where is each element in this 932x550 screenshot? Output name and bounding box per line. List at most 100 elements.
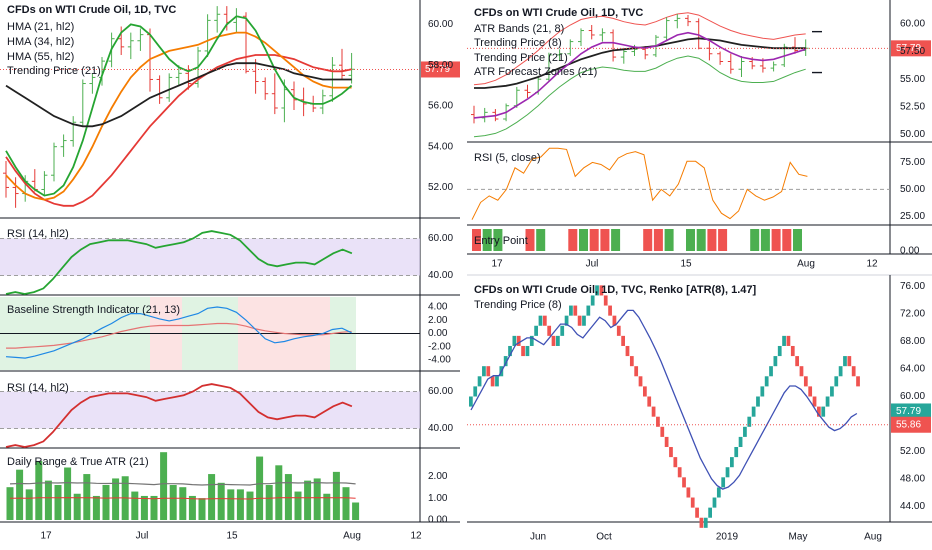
renko-ytick-1: 72.00 — [900, 308, 925, 319]
range-bar-33 — [323, 493, 331, 520]
legend-trending-price-21[interactable]: Trending Price (21) — [7, 65, 101, 77]
hma21-line — [5, 15, 353, 197]
main-ytick-0: 60.00 — [428, 19, 453, 30]
renko-brick-69 — [769, 366, 773, 377]
renko-brick-51 — [690, 497, 695, 508]
range-bar-0 — [6, 487, 14, 520]
renko-brick-77 — [803, 376, 808, 387]
renko-brick-30 — [599, 285, 604, 296]
range-bar-16 — [160, 452, 168, 520]
renko-brick-41 — [647, 396, 652, 407]
renko-brick-88 — [851, 366, 856, 377]
renko-brick-21 — [560, 325, 565, 336]
atr-ytick-4: 50.00 — [900, 129, 925, 140]
main-ytick-2: 56.00 — [428, 101, 453, 112]
renko-brick-83 — [830, 386, 834, 397]
renko-brick-9 — [508, 345, 512, 357]
renko-brick-86 — [843, 356, 847, 367]
atr-ytick-0: 60.00 — [900, 19, 925, 30]
renko-brick-46 — [669, 447, 673, 458]
renko-brick-47 — [673, 457, 678, 468]
renko-brick-37 — [629, 356, 634, 367]
renko-brick-40 — [643, 386, 647, 397]
renko-brick-60 — [730, 457, 734, 468]
atr-ytick-3: 52.50 — [900, 101, 925, 112]
range-bar-17 — [169, 485, 177, 520]
atr-trend8-line — [473, 31, 806, 119]
entry-bar-21 — [696, 229, 706, 251]
rsi2-ytick-0: 60.00 — [428, 386, 453, 397]
renko-brick-17 — [542, 315, 547, 326]
range-bar-6 — [64, 467, 72, 520]
main-chart-title: CFDs on WTI Crude Oil, 1D, TVC — [7, 4, 177, 16]
renko-brick-33 — [612, 315, 617, 326]
renko-brick-15 — [534, 325, 538, 336]
rsi1-band-fill — [0, 238, 420, 276]
atr-ytick-1: 57.50 — [900, 46, 925, 57]
rsi3-ytick-1: 50.00 — [900, 184, 925, 195]
legend-trending-price-8[interactable]: Trending Price (8) — [474, 37, 562, 49]
baseline-ytick-0: 4.00 — [428, 302, 448, 313]
renko-brick-8 — [503, 356, 508, 367]
entry-bar-11 — [589, 229, 599, 251]
renko-brick-28 — [590, 295, 595, 306]
entry-bar-13 — [611, 229, 621, 251]
renko-xtick-0: Jun — [530, 532, 546, 543]
atr-ytick-2: 55.00 — [900, 74, 925, 85]
renko-xtick-4: Aug — [864, 532, 882, 543]
range-bar-3 — [35, 460, 43, 520]
left-xtick-2: 15 — [226, 531, 238, 542]
range-bar-26 — [256, 456, 264, 520]
entry-bar-9 — [568, 229, 578, 251]
range-bar-24 — [236, 489, 244, 520]
renko-brick-3 — [482, 366, 486, 377]
legend-atr-forecast-zones[interactable]: ATR Forecast Zones (21) — [474, 66, 598, 78]
entry-bar-18 — [664, 229, 674, 251]
renko-brick-63 — [743, 426, 747, 437]
range-bar-4 — [44, 480, 52, 520]
atr-upper-band — [473, 12, 806, 86]
renko-brick-82 — [825, 396, 830, 407]
renko-brick-24 — [573, 305, 578, 316]
renko-chart-title: CFDs on WTI Crude Oil, 1D, TVC, Renko [A… — [474, 284, 757, 296]
renko-xtick-2: 2019 — [716, 532, 739, 543]
entry-point-title[interactable]: Entry Point — [474, 235, 528, 247]
baseline-signal-line — [6, 322, 352, 349]
atr-avg-line — [9, 497, 356, 500]
renko-brick-31 — [603, 295, 608, 306]
legend-renko-trending-price-8[interactable]: Trending Price (8) — [474, 299, 562, 311]
rsi2-ytick-1: 40.00 — [428, 423, 453, 434]
range-ytick-2: 0.00 — [428, 515, 448, 526]
main-price-badge — [421, 61, 460, 78]
rsi3-title[interactable]: RSI (5, close) — [474, 152, 541, 164]
entry-bar-16 — [643, 229, 653, 251]
left-xtick-4: 12 — [410, 531, 422, 542]
legend-atr-bands[interactable]: ATR Bands (21, 8) — [474, 23, 565, 35]
range-title[interactable]: Daily Range & True ATR (21) — [7, 456, 149, 468]
entry-bar-26 — [750, 229, 760, 251]
rsi1-title[interactable]: RSI (14, hl2) — [7, 228, 69, 240]
atr-lower-band — [473, 55, 806, 138]
range-ytick-0: 2.00 — [428, 471, 448, 482]
legend-hma-21[interactable]: HMA (21, hl2) — [7, 21, 75, 33]
renko-brick-81 — [821, 406, 826, 417]
renko-brick-19 — [551, 335, 556, 346]
rsi2-title[interactable]: RSI (14, hl2) — [7, 382, 69, 394]
legend-hma-34[interactable]: HMA (34, hl2) — [7, 36, 75, 48]
renko-brick-78 — [808, 386, 813, 397]
hma34-line — [5, 31, 352, 201]
baseline-title[interactable]: Baseline Strength Indicator (21, 13) — [7, 304, 181, 316]
rsi3-ytick-2: 25.00 — [900, 211, 925, 222]
baseline-ytick-1: 2.00 — [428, 315, 448, 326]
renko-brick-48 — [677, 467, 682, 478]
legend-hma-55[interactable]: HMA (55, hl2) — [7, 51, 75, 63]
right-xtick-2: 15 — [680, 259, 692, 270]
renko-brick-64 — [747, 416, 752, 427]
renko-brick-45 — [664, 436, 669, 448]
legend-trending-price-21b[interactable]: Trending Price (21) — [474, 52, 568, 64]
range-bar-27 — [265, 485, 273, 520]
baseline-ytick-4: -4.00 — [428, 355, 451, 366]
renko-brick-29 — [595, 285, 599, 296]
rsi1-ytick-0: 60.00 — [428, 233, 453, 244]
range-bar-19 — [188, 495, 196, 520]
